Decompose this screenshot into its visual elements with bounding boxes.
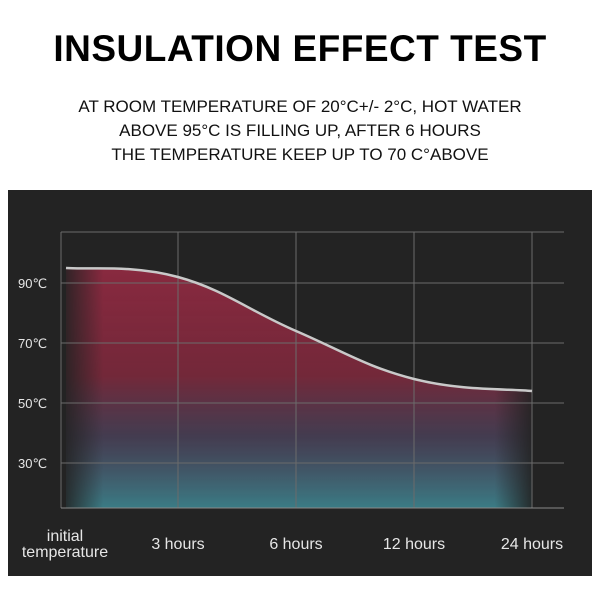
subtitle-line: THE TEMPERATURE KEEP UP TO 70 C°ABOVE [111, 145, 489, 164]
subtitle: AT ROOM TEMPERATURE OF 20°C+/- 2°C, HOT … [0, 95, 600, 167]
y-tick-label: 30℃ [18, 456, 47, 471]
area-fill [66, 268, 532, 508]
y-tick-label: 90℃ [18, 276, 47, 291]
y-tick-label: 70℃ [18, 336, 47, 351]
x-tick-label: 6 hours [269, 536, 322, 553]
subtitle-line: ABOVE 95°C IS FILLING UP, AFTER 6 HOURS [119, 121, 481, 140]
x-tick-label: 12 hours [383, 536, 445, 553]
page-title: INSULATION EFFECT TEST [53, 28, 547, 69]
chart-panel: 30℃ 50℃ 70℃ 90℃ initial temperature 3 hours 6 h… [8, 190, 592, 576]
subtitle-line: AT ROOM TEMPERATURE OF 20°C+/- 2°C, HOT … [78, 97, 522, 116]
temperature-chart: 30℃ 50℃ 70℃ 90℃ initial temperature 3 hours 6 h… [8, 190, 592, 576]
x-tick-label: 3 hours [151, 536, 204, 553]
x-tick-label: initial temperature [22, 528, 108, 561]
x-tick-label: 24 hours [501, 536, 563, 553]
grid [60, 231, 564, 509]
y-tick-label: 50℃ [18, 396, 47, 411]
